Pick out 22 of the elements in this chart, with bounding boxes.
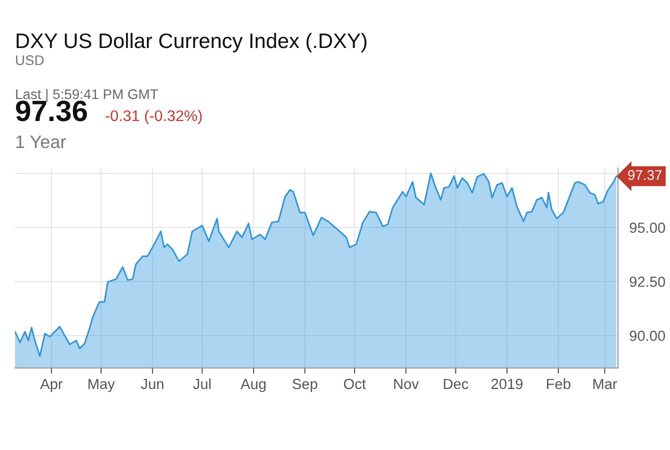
text: Last | 5:59:41 PM GMT bbox=[16, 88, 158, 102]
x-tick-label: Feb bbox=[546, 378, 570, 390]
x-tick-label: Apr bbox=[40, 378, 63, 392]
x-tick-label: Mar bbox=[593, 378, 618, 390]
x-tick-label: Dec bbox=[444, 378, 468, 390]
x-tick-label: Oct bbox=[344, 378, 366, 390]
y-tick-label: 95.00 bbox=[630, 222, 666, 233]
x-tick-label: Aug bbox=[240, 378, 266, 392]
x-tick-label: May bbox=[88, 378, 115, 392]
text: 97.36 bbox=[16, 100, 87, 122]
x-tick-label: Jul bbox=[193, 378, 211, 390]
y-tick-label: 92.50 bbox=[630, 276, 666, 287]
x-tick-label: Sep bbox=[292, 378, 318, 392]
y-tick-label: 90.00 bbox=[630, 330, 666, 341]
text: -0.31 (-0.32%) bbox=[106, 110, 202, 124]
annotation: 97.37 bbox=[628, 170, 662, 180]
chart-subtitle: USD bbox=[16, 55, 44, 66]
x-tick-label: Nov bbox=[394, 378, 419, 390]
text: 1 Year bbox=[16, 136, 66, 148]
x-tick-label: Jun bbox=[140, 378, 164, 390]
x-tick-label: 2019 bbox=[492, 378, 523, 390]
chart-title: DXY US Dollar Currency Index (.DXY) bbox=[16, 32, 366, 52]
